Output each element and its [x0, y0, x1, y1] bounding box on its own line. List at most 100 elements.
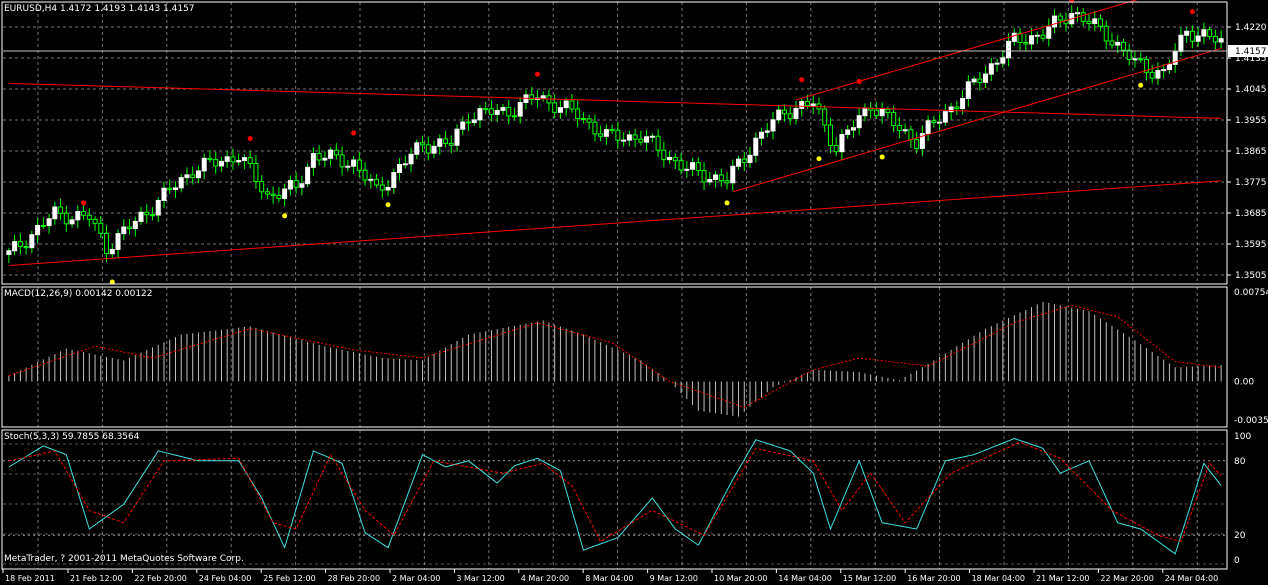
candle-body	[230, 156, 236, 163]
candle-body	[885, 108, 891, 114]
candle-body	[368, 178, 374, 181]
current-price-label: 1.4157	[1235, 47, 1267, 57]
macd-panel[interactable]	[8, 301, 1222, 417]
macd-tick-label: -0.00354	[1234, 416, 1268, 426]
candle-body	[431, 145, 437, 154]
candle-body	[150, 214, 156, 217]
candle-body	[402, 163, 408, 166]
price-panel[interactable]	[6, 0, 1224, 285]
time-tick-label: 14 Mar 04:00	[778, 574, 831, 583]
candle-body	[1029, 35, 1035, 45]
price-tick-label: 1.3775	[1235, 178, 1267, 188]
candle-body	[379, 184, 385, 191]
candle-body	[891, 112, 897, 127]
candle-body	[104, 232, 110, 255]
candle-body	[873, 109, 879, 117]
candle-body	[144, 211, 150, 216]
candle-body	[437, 138, 443, 147]
fractal-up-marker	[1189, 9, 1195, 15]
axis-labels: 1.4220 1.4135 1.4045 1.3955 1.3865 1.3775 1.36…	[2, 23, 1268, 583]
candle-body	[1132, 58, 1138, 61]
candle-body	[1189, 30, 1195, 42]
candle-body	[1092, 18, 1098, 25]
price-tick-label: 1.3595	[1235, 240, 1267, 250]
candle-body	[764, 130, 770, 133]
trendline	[8, 180, 1222, 266]
candle-body	[241, 157, 247, 162]
copyright-text: MetaTrader, ? 2001-2011 MetaQuotes Softw…	[4, 554, 244, 564]
candle-body	[1011, 32, 1017, 42]
candle-body	[615, 129, 621, 141]
candle-body	[655, 135, 661, 151]
candle-body	[1212, 35, 1218, 43]
candle-body	[98, 222, 104, 234]
candle-body	[236, 160, 242, 163]
candle-body	[259, 181, 265, 193]
candle-body	[213, 159, 219, 167]
candle-body	[575, 108, 581, 119]
candle-body	[977, 78, 983, 83]
trendline	[795, 0, 1138, 101]
grid-lines	[3, 2, 1227, 569]
trendline	[732, 47, 1222, 193]
candle-body	[741, 158, 747, 164]
time-tick-label: 15 Mar 12:00	[843, 574, 896, 583]
candle-body	[138, 211, 144, 222]
candle-body	[684, 168, 690, 171]
candle-body	[6, 250, 12, 255]
candle-body	[1138, 58, 1144, 61]
candle-body	[632, 134, 638, 140]
macd-panel-header: MACD(12,26,9) 0.00142 0.00122	[4, 289, 153, 299]
candle-body	[1040, 34, 1046, 39]
candle-body	[322, 157, 328, 161]
candle-body	[293, 180, 299, 188]
candle-body	[1034, 34, 1040, 37]
candle-body	[759, 131, 765, 139]
candle-body	[1080, 12, 1086, 22]
candle-body	[695, 162, 701, 171]
price-tick-label: 1.4220	[1235, 23, 1267, 33]
candle-body	[155, 199, 161, 216]
price-tick-label: 1.3955	[1235, 116, 1267, 126]
candle-body	[287, 180, 293, 190]
candle-body	[862, 107, 868, 117]
candle-body	[35, 225, 41, 236]
candle-body	[1109, 40, 1115, 46]
panel-frame	[1, 429, 1228, 570]
candle-body	[690, 162, 696, 170]
candle-body	[1195, 35, 1201, 42]
candle-body	[569, 100, 575, 110]
fractal-down-marker	[385, 202, 391, 208]
candle-body	[1149, 71, 1155, 79]
candle-body	[207, 157, 213, 161]
candle-body	[896, 125, 902, 131]
candle-body	[345, 165, 351, 168]
candle-body	[822, 108, 828, 126]
stochastic-panel[interactable]	[3, 437, 1227, 555]
time-tick-label: 9 Mar 12:00	[650, 574, 698, 583]
candle-body	[299, 183, 305, 188]
macd-tick-label: 0.00754	[1234, 288, 1268, 298]
candle-body	[960, 97, 966, 110]
candle-body	[362, 169, 368, 181]
candle-body	[856, 115, 862, 129]
candle-body	[270, 193, 276, 196]
candle-body	[264, 191, 270, 195]
candle-body	[902, 129, 908, 132]
candle-body	[678, 160, 684, 171]
candle-body	[218, 160, 224, 167]
candle-body	[443, 138, 449, 144]
candle-body	[557, 107, 563, 113]
macd-signal-line	[8, 304, 1222, 408]
time-tick-label: 18 Mar 04:00	[972, 574, 1025, 583]
candle-body	[787, 113, 793, 119]
candle-body	[454, 128, 460, 146]
candle-body	[713, 174, 719, 180]
candle-body	[305, 166, 311, 185]
time-tick-label: 22 Feb 20:00	[134, 574, 186, 583]
fractal-up-marker	[799, 77, 805, 83]
candle-body	[793, 107, 799, 119]
candle-body	[609, 129, 615, 132]
candle-body	[586, 118, 592, 123]
